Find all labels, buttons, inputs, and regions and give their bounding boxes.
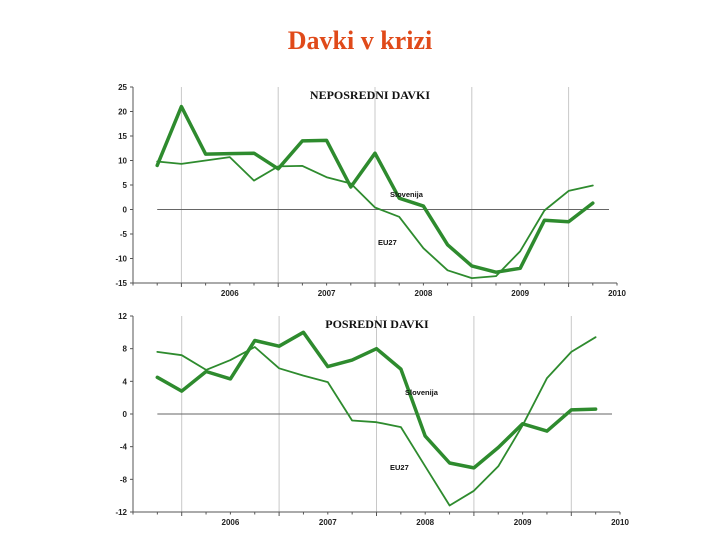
x-tick-label: 2010 xyxy=(611,518,629,527)
series-line-slovenija xyxy=(155,104,595,274)
x-tick-label: 2008 xyxy=(416,518,434,527)
y-tick-label: 10 xyxy=(118,157,127,166)
x-tick-label: 2009 xyxy=(514,518,532,527)
y-tick-label: -12 xyxy=(115,508,127,517)
y-tick-label: -5 xyxy=(120,230,128,239)
series-label-slovenija: Slovenija xyxy=(390,190,424,199)
x-tick-label: 2008 xyxy=(415,289,433,298)
chart-title: NEPOSREDNI DAVKI xyxy=(310,88,430,102)
chart-2: 12 8 4 0 -4 -8 -12 2006 2007 2008 2009 2010 POSREDNI… xyxy=(115,312,629,527)
chart-title: POSREDNI DAVKI xyxy=(325,317,429,331)
x-tick-label: 2006 xyxy=(222,518,240,527)
x-tick-label: 2007 xyxy=(318,289,336,298)
series-line-eu27 xyxy=(156,156,594,279)
series-label-eu27: EU27 xyxy=(390,463,409,472)
y-tick-label: 8 xyxy=(123,345,128,354)
y-tick-label: -8 xyxy=(120,475,128,484)
slide-title: Davki v krizi xyxy=(287,26,433,55)
x-tick-label: 2007 xyxy=(319,518,337,527)
y-tick-label: 25 xyxy=(118,83,127,92)
y-tick-label: 15 xyxy=(118,132,127,141)
y-tick-label: 20 xyxy=(118,108,127,117)
x-tick-label: 2006 xyxy=(221,289,239,298)
series-line-eu27 xyxy=(156,336,597,507)
series-label-slovenija: Slovenija xyxy=(405,388,439,397)
y-tick-label: 4 xyxy=(123,377,128,386)
y-tick-label: 0 xyxy=(123,206,128,215)
series-label-eu27: EU27 xyxy=(378,238,397,247)
chart-1: 25 20 15 10 5 0 -5 -10 -15 2006 2007 2008 2009 2010 NE… xyxy=(115,83,626,298)
y-tick-label: -15 xyxy=(115,279,127,288)
y-tick-label: 5 xyxy=(123,181,128,190)
y-tick-label: 0 xyxy=(123,410,128,419)
y-tick-label: 12 xyxy=(118,312,127,321)
x-tick-label: 2009 xyxy=(511,289,529,298)
y-tick-label: -4 xyxy=(120,443,128,452)
y-tick-label: -10 xyxy=(115,255,127,264)
x-tick-label: 2010 xyxy=(608,289,626,298)
